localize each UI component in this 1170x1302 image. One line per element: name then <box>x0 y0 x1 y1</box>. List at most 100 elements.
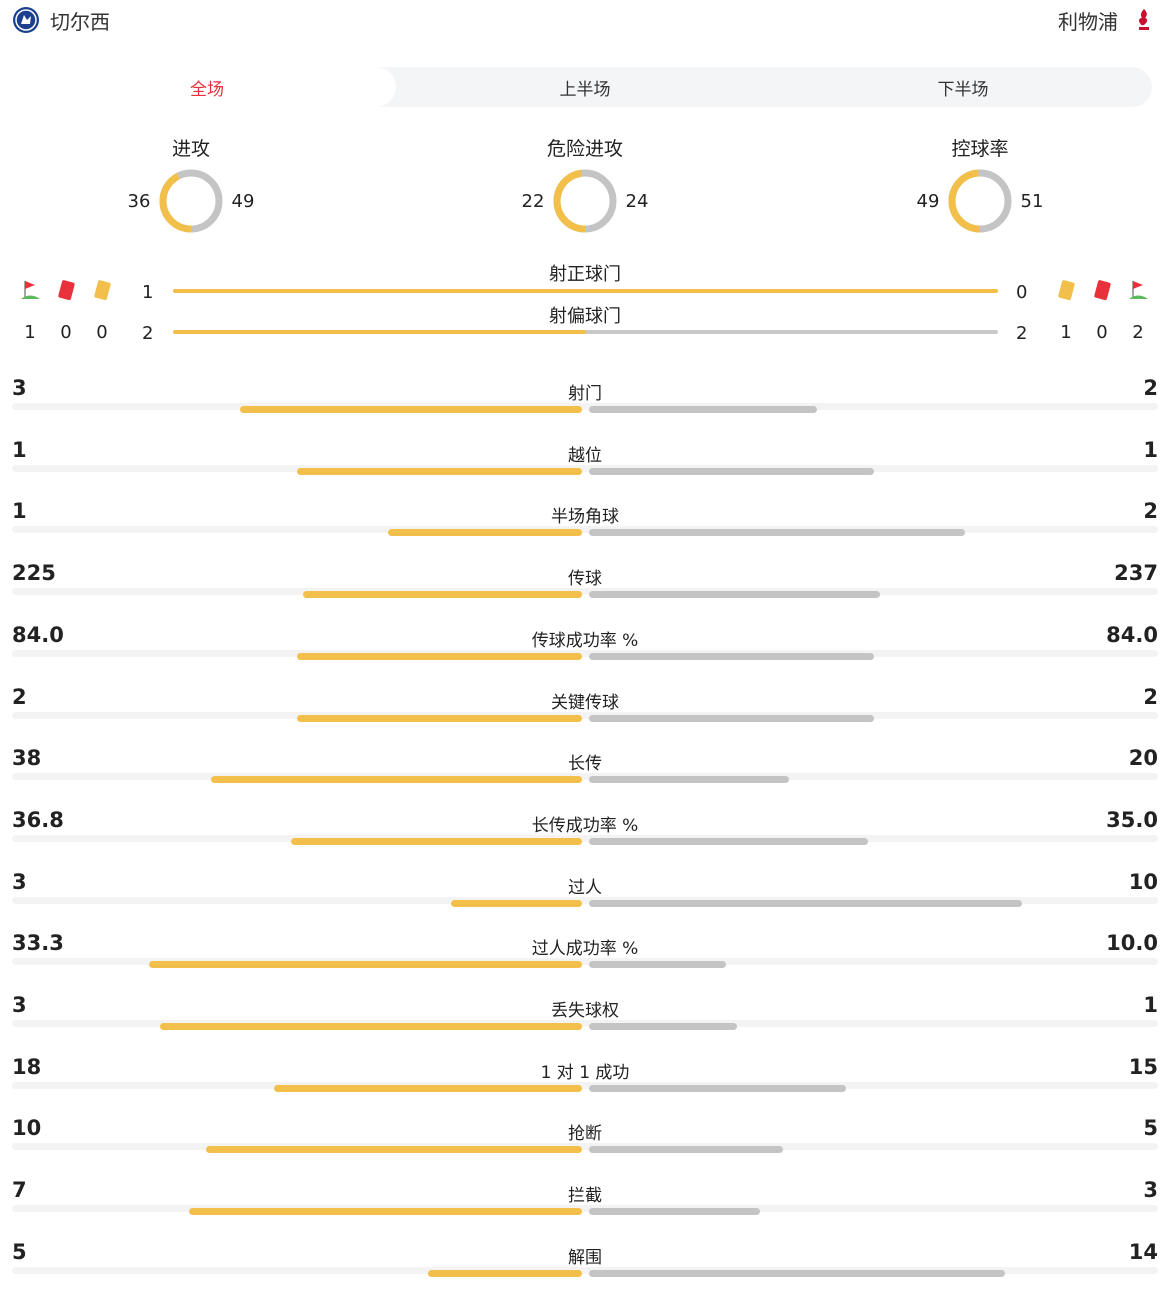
stat-track <box>12 711 1158 719</box>
stat-label: 解围 <box>568 1247 602 1268</box>
gauge-home-value: 22 <box>521 190 545 212</box>
gauge-attacks: 进攻 36 49 <box>71 135 311 245</box>
stat-home-bar <box>388 529 582 537</box>
tab-first-half[interactable]: 上半场 <box>559 79 611 100</box>
stat-away-value: 2 <box>1143 499 1158 524</box>
home-event-icons <box>12 278 120 302</box>
stat-home-bar <box>211 776 582 784</box>
stat-away-bar <box>589 467 874 475</box>
stat-home-value: 3 <box>12 993 27 1017</box>
liverpool-crest-icon <box>1138 9 1149 30</box>
home-red-card-count: 0 <box>60 322 72 343</box>
stat-track <box>12 896 1158 904</box>
shots-off-target-label: 射偏球门 <box>549 306 621 327</box>
stat-home-bar <box>149 961 582 969</box>
stat-home-bar <box>274 1084 582 1092</box>
gauge-title: 进攻 <box>171 138 210 160</box>
red-card-icon <box>48 278 84 302</box>
yellow-card-icon <box>1048 278 1084 302</box>
corner-flag-icon <box>1120 278 1156 302</box>
stat-away-bar <box>589 406 817 413</box>
stat-away-value: 35.0 <box>1106 807 1158 832</box>
stat-home-bar <box>160 1023 582 1030</box>
away-event-icons <box>1048 278 1156 302</box>
stat-track <box>12 1081 1158 1089</box>
gauge-away-value: 49 <box>231 190 255 212</box>
stat-away-bar <box>589 529 965 537</box>
tab-second-half[interactable]: 下半场 <box>937 79 989 100</box>
stat-away-bar <box>589 652 874 660</box>
stat-home-value: 38 <box>12 746 42 771</box>
shots-off-target-home: 2 <box>142 323 154 344</box>
stat-track <box>12 588 1158 596</box>
stat-away-value: 14 <box>1128 1239 1158 1264</box>
red-card-icon <box>1084 278 1120 302</box>
stat-label: 传球成功率 % <box>531 630 639 651</box>
away-team-name: 利物浦 <box>1058 9 1118 34</box>
stat-home-value: 1 <box>12 499 27 524</box>
stat-home-bar <box>206 1146 582 1154</box>
donut-chart <box>948 169 1012 233</box>
stat-label: 过人 <box>568 877 602 898</box>
away-team[interactable]: 利物浦 <box>1058 4 1158 36</box>
stat-track <box>12 834 1158 842</box>
stat-away-value: 3 <box>1143 1178 1158 1203</box>
stat-row: 5 解围 14 <box>0 1240 1170 1302</box>
shots-on-target-home: 1 <box>142 282 154 303</box>
stat-track <box>12 1020 1158 1027</box>
gauge-title: 危险进攻 <box>546 138 623 160</box>
stat-row: 18 1 对 1 成功 15 <box>0 1055 1170 1117</box>
away-yellow-card-count: 1 <box>1060 322 1072 343</box>
away-red-card-count: 0 <box>1096 322 1108 343</box>
stat-row: 38 长传 20 <box>0 746 1170 808</box>
stat-away-bar <box>589 899 1022 907</box>
stat-track <box>12 958 1158 966</box>
stat-home-value: 10 <box>12 1116 42 1141</box>
gauge-home-value: 36 <box>127 190 151 212</box>
stat-track <box>12 1266 1158 1274</box>
stat-label: 射门 <box>568 384 602 404</box>
stat-row: 33.3 过人成功率 % 10.0 <box>0 931 1170 993</box>
stat-home-value: 33.3 <box>12 931 64 956</box>
stat-row: 84.0 传球成功率 % 84.0 <box>0 623 1170 685</box>
stat-row: 1 半场角球 2 <box>0 499 1170 561</box>
stat-home-value: 1 <box>12 437 27 462</box>
stat-label: 1 对 1 成功 <box>540 1062 630 1083</box>
stat-home-bar <box>291 837 582 845</box>
shots-on-target-home-fill <box>173 289 998 293</box>
stat-home-value: 36.8 <box>12 807 64 832</box>
stat-row: 2 关键传球 2 <box>0 685 1170 747</box>
stat-home-bar <box>189 1208 582 1216</box>
shots-off-target-home-fill <box>173 330 586 334</box>
stat-label: 传球 <box>568 569 602 590</box>
home-event-counts: 1 0 0 <box>12 322 120 343</box>
away-corner-count: 2 <box>1132 322 1144 343</box>
home-team[interactable]: 切尔西 <box>12 4 110 36</box>
stat-home-value: 3 <box>12 376 27 400</box>
away-event-counts: 1 0 2 <box>1048 322 1156 343</box>
stat-label: 丢失球权 <box>551 1001 619 1021</box>
stat-track <box>12 1143 1158 1151</box>
stat-away-bar <box>589 1084 846 1092</box>
donut-chart <box>553 169 617 233</box>
stat-track <box>12 403 1158 410</box>
stat-away-bar <box>589 714 874 722</box>
tab-full-match[interactable]: 全场 <box>18 67 396 107</box>
stat-row: 3 过人 10 <box>0 870 1170 932</box>
stat-away-value: 2 <box>1143 684 1158 709</box>
stat-row: 36.8 长传成功率 % 35.0 <box>0 808 1170 870</box>
stat-home-value: 3 <box>12 869 27 894</box>
stat-home-bar <box>297 652 582 660</box>
corner-flag-icon <box>12 278 48 302</box>
stat-away-value: 10 <box>1128 869 1158 894</box>
stat-track <box>12 464 1158 472</box>
stat-track <box>12 773 1158 781</box>
stat-row: 3 射门 2 <box>0 376 1170 438</box>
stat-track <box>12 1205 1158 1213</box>
stat-track <box>12 526 1158 534</box>
stat-label: 半场角球 <box>551 507 619 528</box>
shots-on-target-away: 0 <box>1016 282 1028 303</box>
stat-away-bar <box>589 1023 737 1030</box>
stat-home-value: 2 <box>12 684 27 709</box>
period-tabs: 全场 上半场 下半场 <box>18 67 1152 107</box>
